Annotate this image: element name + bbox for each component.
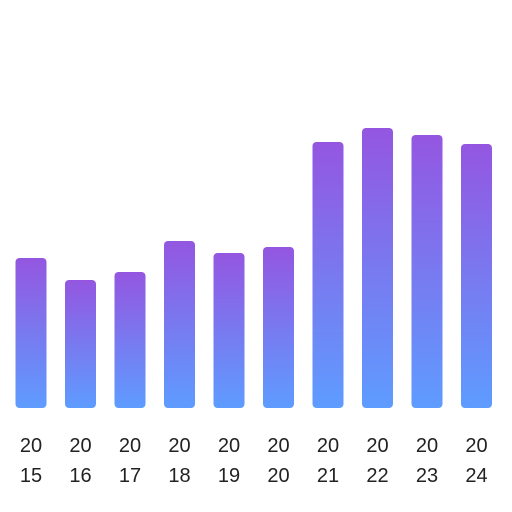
bar-2021 [312,142,344,408]
bar-2020 [263,247,294,408]
x-tick-label-line: 20 [366,435,388,457]
x-tick-label-line: 17 [119,465,141,487]
bar-2017 [114,272,146,408]
x-tick-label-line: 21 [317,465,339,487]
x-tick-label-line: 20 [119,435,141,457]
x-tick-label-line: 15 [20,465,42,487]
x-tick-label-line: 20 [416,435,438,457]
x-tick-label-line: 20 [218,435,240,457]
bar-2023 [411,135,443,408]
bar-2018 [164,241,195,408]
x-tick-label-line: 20 [267,435,289,457]
bars-group [15,128,492,408]
x-tick-label-2015: 20 15 [20,435,42,487]
bar-2024 [461,144,492,408]
bar-2022 [362,128,393,408]
x-tick-label-line: 20 [69,435,91,457]
bar-2016 [65,280,96,408]
x-tick-label-line: 16 [69,465,91,487]
x-tick-label-line: 22 [366,465,388,487]
x-tick-label-2024: 20 24 [465,435,487,487]
x-tick-label-line: 20 [267,465,289,487]
x-tick-label-line: 20 [317,435,339,457]
bar-2015 [15,258,47,408]
bar-2019 [213,253,245,408]
x-tick-label-2020: 20 20 [267,435,289,487]
x-tick-label-line: 20 [20,435,42,457]
x-tick-label-line: 18 [168,465,190,487]
x-tick-label-2021: 20 21 [317,435,339,487]
x-tick-label-2019: 20 19 [218,435,240,487]
x-tick-label-line: 23 [416,465,438,487]
x-tick-label-2018: 20 18 [168,435,190,487]
x-tick-label-line: 24 [465,465,487,487]
x-tick-label-2022: 20 22 [366,435,388,487]
x-tick-label-line: 20 [465,435,487,457]
x-tick-label-2017: 20 17 [119,435,141,487]
x-tick-label-line: 20 [168,435,190,457]
x-tick-label-2016: 20 16 [69,435,91,487]
x-tick-label-2023: 20 23 [416,435,438,487]
x-tick-label-line: 19 [218,465,240,487]
